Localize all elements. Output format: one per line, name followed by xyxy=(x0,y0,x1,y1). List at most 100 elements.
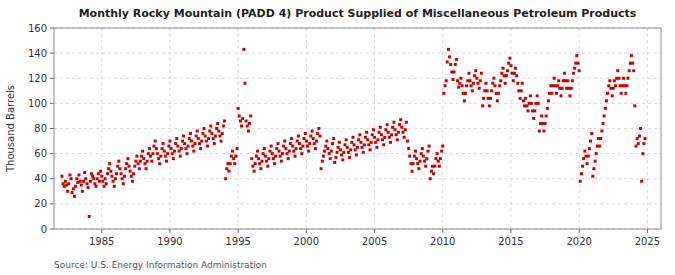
point xyxy=(644,137,647,140)
point xyxy=(193,142,196,145)
point xyxy=(304,132,307,135)
x-tick xyxy=(442,229,443,233)
point xyxy=(459,77,462,80)
point xyxy=(88,215,91,218)
x-tick-label: 2010 xyxy=(430,236,455,247)
point xyxy=(376,138,379,141)
point xyxy=(432,172,435,175)
point xyxy=(74,185,77,188)
y-tick xyxy=(50,78,54,79)
x-tick xyxy=(169,229,170,233)
point xyxy=(115,172,118,175)
point xyxy=(389,141,392,144)
point xyxy=(172,157,175,160)
point xyxy=(412,162,415,165)
point xyxy=(73,195,76,198)
x-tick xyxy=(374,229,375,233)
point xyxy=(158,162,161,165)
point xyxy=(129,170,132,173)
point xyxy=(287,157,290,160)
point xyxy=(600,130,603,133)
point xyxy=(482,97,485,100)
point xyxy=(396,138,399,141)
point xyxy=(114,177,117,180)
point xyxy=(210,132,213,135)
point xyxy=(141,150,144,153)
point xyxy=(457,86,460,89)
point xyxy=(270,145,273,148)
point xyxy=(578,69,581,72)
point xyxy=(311,130,314,133)
point xyxy=(321,160,324,163)
y-grid-line xyxy=(54,128,661,129)
point xyxy=(478,87,481,90)
point xyxy=(331,142,334,145)
point xyxy=(64,180,67,183)
point xyxy=(322,155,325,158)
point xyxy=(75,177,78,180)
point xyxy=(622,77,625,80)
point xyxy=(484,82,487,85)
y-grid-line xyxy=(54,78,661,79)
point xyxy=(433,165,436,168)
point xyxy=(238,114,241,117)
point xyxy=(290,137,293,140)
point xyxy=(486,89,489,92)
point xyxy=(592,167,595,170)
point xyxy=(294,155,297,158)
point xyxy=(492,77,495,80)
y-tick-label: 100 xyxy=(28,98,47,109)
point xyxy=(453,70,456,73)
point xyxy=(339,148,342,151)
point xyxy=(392,121,395,124)
point xyxy=(594,160,597,163)
point xyxy=(231,150,234,153)
point xyxy=(614,84,617,87)
point xyxy=(417,167,420,170)
point xyxy=(166,152,169,155)
point xyxy=(326,147,329,150)
point xyxy=(345,138,348,141)
point xyxy=(84,177,87,180)
point xyxy=(301,145,304,148)
point xyxy=(105,182,108,185)
point xyxy=(542,130,545,133)
point xyxy=(408,155,411,158)
point xyxy=(611,94,614,97)
point xyxy=(281,152,284,155)
point xyxy=(214,135,217,138)
point xyxy=(370,141,373,144)
point xyxy=(117,160,120,163)
point xyxy=(237,107,240,110)
y-tick-label: 60 xyxy=(34,148,47,159)
point xyxy=(126,157,129,160)
point xyxy=(550,92,553,95)
point xyxy=(273,162,276,165)
point xyxy=(284,147,287,150)
point xyxy=(142,157,145,160)
point xyxy=(467,72,470,75)
point xyxy=(221,132,224,135)
y-grid-line xyxy=(54,178,661,179)
point xyxy=(288,150,291,153)
point xyxy=(295,147,298,150)
point xyxy=(436,152,439,155)
point xyxy=(519,97,522,100)
point xyxy=(150,160,153,163)
y-tick xyxy=(50,178,54,179)
plot-frame xyxy=(54,28,661,229)
point xyxy=(254,162,257,165)
point xyxy=(356,146,359,149)
x-grid-line xyxy=(238,28,239,229)
point xyxy=(128,165,131,168)
point xyxy=(325,140,328,143)
point xyxy=(228,170,231,173)
point xyxy=(631,62,634,65)
point xyxy=(444,84,447,87)
point xyxy=(527,109,530,112)
point xyxy=(89,180,92,183)
point xyxy=(333,161,336,164)
x-tick-label: 2025 xyxy=(635,236,660,247)
point xyxy=(632,69,635,72)
point xyxy=(99,170,102,173)
